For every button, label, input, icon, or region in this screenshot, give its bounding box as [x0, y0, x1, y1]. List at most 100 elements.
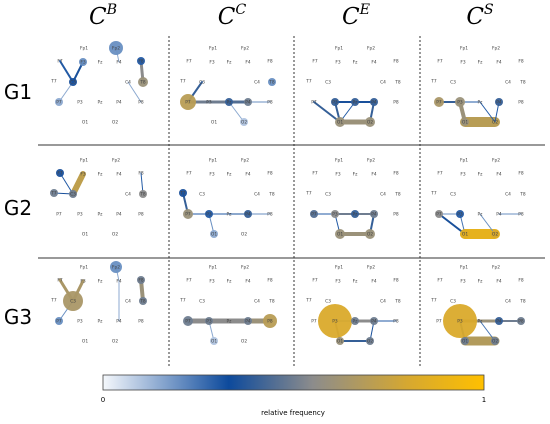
- panel-G2-3: Fp1 Fp2 F7 F3 Fz F4 F8 T7 C3 C4 T8 P7 P3 Pz P4 P8 O1 O2: [430, 158, 526, 239]
- electrode-label-F8: F8: [393, 171, 399, 177]
- node-P3: [205, 210, 213, 218]
- electrode-label-O2: O2: [367, 232, 373, 238]
- node-O1: [335, 117, 345, 127]
- electrode-label-C4: C4: [254, 192, 260, 198]
- electrode-label-Pz: Pz: [227, 319, 233, 325]
- electrode-label-F7: F7: [186, 171, 192, 177]
- electrode-label-O1: O1: [462, 120, 468, 126]
- electrode-label-Fz: Fz: [353, 172, 359, 178]
- node-O1: [336, 337, 344, 345]
- electrode-label-Fz: Fz: [98, 172, 104, 178]
- electrode-label-O2: O2: [492, 120, 498, 126]
- node-C3: [69, 190, 77, 198]
- electrode-label-F4: F4: [116, 172, 122, 178]
- electrode-label-Fz: Fz: [98, 279, 104, 285]
- node-P8: [517, 317, 525, 325]
- electrode-label-Fz: Fz: [227, 172, 233, 178]
- panel-G1-2: Fp1 Fp2 F7 F3 Fz F4 F8 T7 C3 C4 T8 P7 P3 Pz P4 P8 O1 O2: [305, 46, 401, 127]
- node-P3: [443, 304, 477, 338]
- electrode-label-P8: P8: [138, 212, 144, 218]
- electrode-label-T8: T8: [394, 192, 401, 198]
- electrode-label-P4: P4: [371, 319, 377, 325]
- electrode-label-C3: C3: [450, 80, 456, 86]
- edge-C4-P8: [127, 81, 142, 103]
- electrode-label-F7: F7: [437, 278, 443, 284]
- electrode-label-C3: C3: [325, 299, 331, 305]
- panel-G3-3: Fp1 Fp2 F7 F3 Fz F4 F8 T7 C3 C4 T8 P7 P3 Pz P4 P8 O1 O2: [430, 265, 526, 346]
- electrode-label-P3: P3: [457, 100, 463, 106]
- node-P8: [263, 314, 277, 328]
- row-label-2: G3: [4, 305, 32, 329]
- electrode-label-O2: O2: [112, 232, 118, 238]
- electrode-label-P8: P8: [393, 100, 399, 106]
- node-P3: [455, 97, 465, 107]
- electrode-label-F8: F8: [138, 171, 144, 177]
- node-F7: [56, 169, 64, 177]
- electrode-label-P4: P4: [116, 212, 122, 218]
- electrode-label-P3: P3: [332, 319, 338, 325]
- node-P3: [456, 210, 464, 218]
- electrode-label-P3: P3: [457, 319, 463, 325]
- electrode-label-F3: F3: [80, 60, 86, 66]
- electrode-label-O2: O2: [367, 120, 373, 126]
- electrode-label-F3: F3: [80, 172, 86, 178]
- node-T8: [139, 190, 147, 198]
- electrode-label-O2: O2: [492, 232, 498, 238]
- node-T7: [179, 189, 187, 197]
- electrode-label-P3: P3: [332, 100, 338, 106]
- electrode-label-C3: C3: [450, 192, 456, 198]
- electrode-label-F8: F8: [518, 59, 524, 65]
- electrode-label-Fp2: Fp2: [241, 158, 249, 164]
- electrode-label-T8: T8: [268, 299, 275, 305]
- node-O2: [365, 229, 375, 239]
- electrode-label-C4: C4: [125, 192, 131, 198]
- grid-lines: [38, 36, 545, 368]
- electrode-label-F4: F4: [245, 279, 251, 285]
- electrode-label-F4: F4: [496, 279, 502, 285]
- node-P7: [310, 210, 318, 218]
- node-P7: [55, 317, 63, 325]
- electrode-label-F3: F3: [80, 279, 86, 285]
- colorbar-gradient: [102, 374, 485, 391]
- edge-F7-C3: [59, 60, 74, 83]
- electrode-label-P7: P7: [185, 212, 191, 218]
- node-P7: [180, 94, 196, 110]
- electrode-label-F3: F3: [335, 279, 341, 285]
- electrode-label-T8: T8: [139, 299, 146, 305]
- electrode-label-F8: F8: [267, 171, 273, 177]
- panel-G3-0: Fp1 Fp2 F7 F3 Fz F4 F8 T7 C3 C4 T8 P7 P3 Pz P4 P8 O1 O2: [50, 261, 147, 345]
- electrode-label-T8: T8: [519, 299, 526, 305]
- electrode-label-T7: T7: [50, 79, 57, 85]
- electrode-label-F4: F4: [496, 172, 502, 178]
- electrode-label-T8: T8: [519, 80, 526, 86]
- electrode-label-Fp2: Fp2: [492, 265, 500, 271]
- electrode-label-Fp1: Fp1: [209, 158, 217, 164]
- electrode-label-Fp1: Fp1: [460, 158, 468, 164]
- electrode-label-Fp2: Fp2: [112, 265, 120, 271]
- node-O2: [365, 117, 375, 127]
- electrode-label-F7: F7: [312, 171, 318, 177]
- electrode-label-P4: P4: [116, 319, 122, 325]
- node-O2: [366, 337, 374, 345]
- electrode-label-O1: O1: [211, 120, 217, 126]
- node-Fp2: [109, 41, 123, 55]
- electrode-label-F4: F4: [371, 172, 377, 178]
- electrode-label-F7: F7: [312, 59, 318, 65]
- electrode-label-Pz: Pz: [98, 100, 104, 106]
- electrode-label-C4: C4: [125, 299, 131, 305]
- electrode-label-P8: P8: [267, 212, 273, 218]
- row-labels: G1 G2 G3: [4, 80, 32, 329]
- electrode-label-F7: F7: [437, 59, 443, 65]
- edge-Pz-O2: [479, 101, 496, 123]
- electrode-label-P3: P3: [332, 212, 338, 218]
- electrode-label-C3: C3: [70, 299, 76, 305]
- electrode-label-T8: T8: [394, 299, 401, 305]
- electrode-label-C3: C3: [70, 80, 76, 86]
- node-P3: [331, 210, 339, 218]
- node-Pz: [351, 317, 359, 325]
- electrode-label-C4: C4: [380, 192, 386, 198]
- electrode-label-T8: T8: [139, 80, 146, 86]
- electrode-label-P8: P8: [393, 212, 399, 218]
- electrode-label-Fz: Fz: [353, 279, 359, 285]
